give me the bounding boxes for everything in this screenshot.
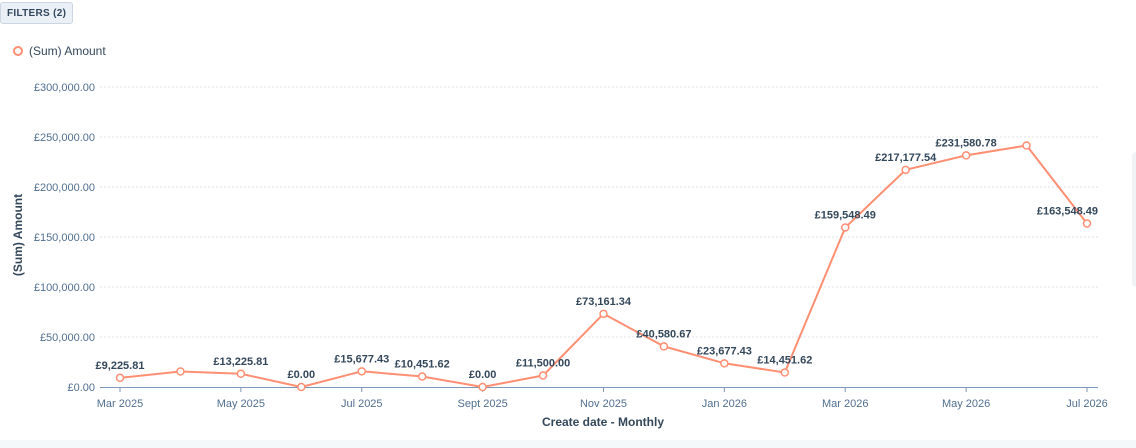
bottom-divider — [0, 440, 1136, 448]
y-tick-label: £250,000.00 — [34, 132, 95, 144]
data-label: £159,548.49 — [815, 209, 876, 221]
data-label: £15,677.43 — [334, 353, 389, 365]
data-point-marker — [599, 309, 608, 319]
data-point-marker — [1022, 141, 1031, 150]
series-line-path — [119, 144, 1088, 388]
data-label: £10,451.62 — [395, 359, 450, 371]
legend-label: (Sum) Amount — [29, 44, 106, 58]
data-label: £0.00 — [288, 369, 316, 381]
data-point-marker — [780, 368, 790, 377]
data-point-marker — [297, 382, 306, 392]
data-label: £73,161.34 — [576, 296, 632, 308]
y-tick-label: £300,000.00 — [34, 82, 95, 94]
y-axis: £0.00 £50,000.00 £100,000.00 £150,000.00 £20… — [34, 82, 95, 394]
x-tick-label: Mar 2026 — [822, 398, 868, 410]
data-label: £14,451.62 — [757, 355, 812, 367]
y-tick-label: £50,000.00 — [40, 332, 95, 344]
x-tick-label: Mar 2025 — [97, 398, 143, 410]
y-tick-label: £200,000.00 — [34, 182, 95, 194]
data-labels: £9,225.81 £13,225.81 £0.00 £15,677.43 £10,45… — [96, 137, 1098, 381]
series-line — [115, 141, 1092, 392]
data-label: £9,225.81 — [96, 360, 145, 372]
data-point-marker — [1082, 219, 1092, 228]
x-tick-label: Jul 2026 — [1066, 398, 1108, 410]
data-point-marker — [478, 382, 487, 392]
data-point-marker — [115, 373, 125, 383]
data-label: £217,177.54 — [875, 152, 937, 164]
data-point-marker — [417, 372, 427, 381]
data-point-marker — [357, 367, 366, 376]
scroll-handle[interactable] — [1132, 152, 1136, 287]
x-tick-label: Nov 2025 — [580, 398, 627, 410]
data-point-marker — [659, 342, 669, 351]
x-axis-title: Create date - Monthly — [542, 415, 664, 429]
data-point-marker — [236, 369, 246, 379]
data-label: £231,580.78 — [936, 137, 997, 149]
data-label: £11,500.00 — [516, 358, 570, 370]
legend-item[interactable]: (Sum) Amount — [13, 44, 106, 58]
data-point-marker — [176, 367, 185, 376]
x-tick-label: May 2026 — [942, 398, 990, 410]
x-tick-label: Jan 2026 — [702, 398, 747, 410]
filters-button[interactable]: FILTERS (2) — [0, 2, 74, 24]
legend-marker-icon — [13, 46, 23, 56]
data-label: £163,548.49 — [1037, 205, 1098, 217]
y-axis-title: (Sum) Amount — [11, 194, 25, 276]
data-point-marker — [841, 223, 850, 232]
data-point-marker — [961, 151, 971, 160]
data-point-marker — [901, 165, 910, 175]
data-label: £0.00 — [469, 369, 497, 381]
data-label: £13,225.81 — [213, 356, 268, 368]
y-tick-label: £0.00 — [67, 382, 95, 394]
x-tick-label: Jul 2025 — [341, 398, 383, 410]
data-label: £23,677.43 — [697, 345, 752, 357]
x-tick-label: May 2025 — [217, 398, 265, 410]
data-label: £40,580.67 — [636, 328, 691, 340]
y-tick-label: £100,000.00 — [34, 282, 95, 294]
x-axis: Mar 2025 May 2025 Jul 2025 Sept 2025 Nov 202… — [97, 387, 1108, 410]
data-point-marker — [720, 359, 729, 368]
y-tick-label: £150,000.00 — [34, 232, 95, 244]
x-tick-label: Sept 2025 — [458, 398, 508, 410]
data-point-marker — [538, 371, 548, 380]
